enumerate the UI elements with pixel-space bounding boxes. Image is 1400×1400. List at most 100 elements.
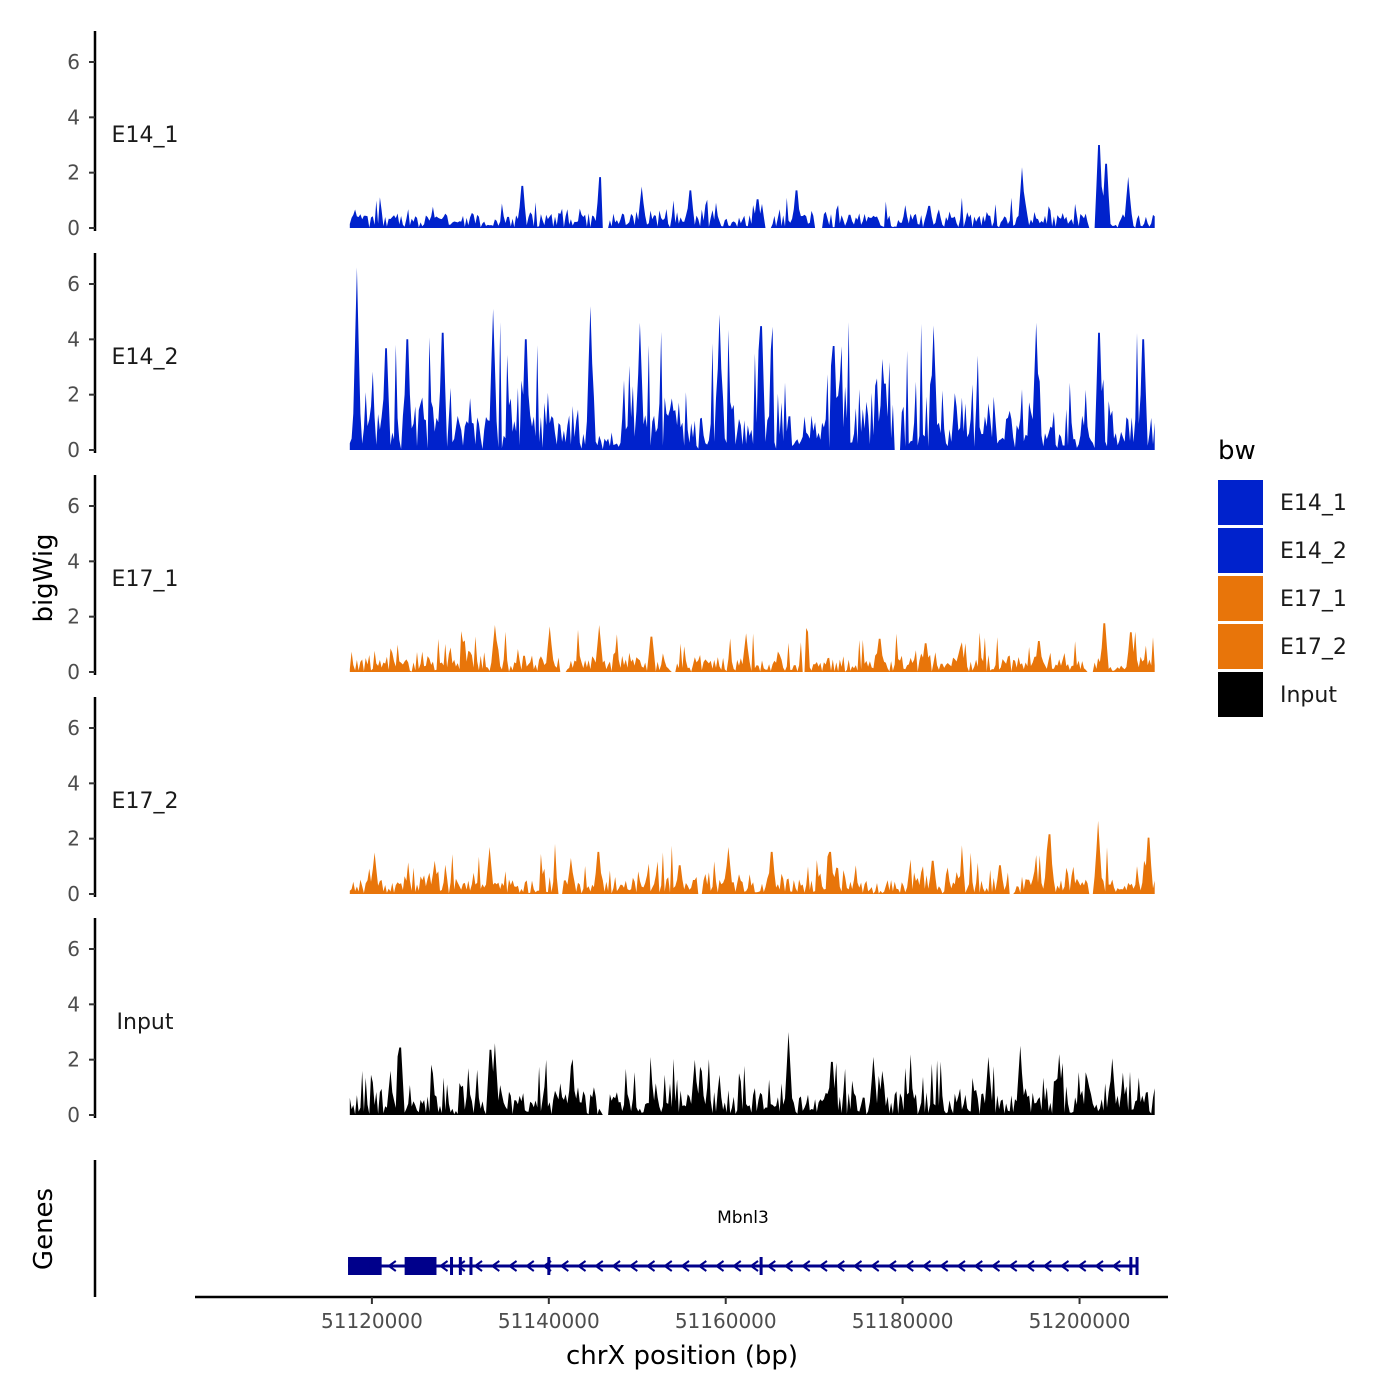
genes-axis-title: Genes (29, 1188, 59, 1270)
strand-arrow (680, 1260, 690, 1272)
x-tick-label: 51200000 (1029, 1309, 1131, 1333)
legend-label: E14_2 (1280, 539, 1347, 564)
legend-swatch (1218, 576, 1263, 621)
strand-arrow (749, 1260, 759, 1272)
strand-arrow (1042, 1260, 1052, 1272)
x-axis-title: chrX position (bp) (566, 1341, 798, 1371)
legend: bw E14_1 E14_2 E17_1 E17_2 Input (1218, 436, 1347, 717)
strand-arrow (1008, 1260, 1018, 1272)
strand-arrow (973, 1260, 983, 1272)
gene-exon (348, 1257, 382, 1275)
strand-arrow (611, 1260, 621, 1272)
track-label: E14_1 (112, 123, 179, 148)
legend-label: E14_1 (1280, 491, 1347, 516)
strand-arrow (818, 1260, 828, 1272)
strand-arrow (628, 1260, 638, 1272)
y-tick-label: 6 (67, 494, 80, 518)
legend-swatch (1218, 528, 1263, 573)
y-tick-label: 0 (67, 438, 80, 462)
track-e17-1: 0 2 4 6 E17_1 (67, 475, 1155, 684)
strand-arrow (576, 1260, 587, 1272)
y-tick-label: 0 (67, 882, 80, 906)
strand-arrow (887, 1260, 897, 1272)
signal-area (349, 145, 1155, 228)
strand-arrow (783, 1260, 794, 1272)
strand-arrow (456, 1260, 466, 1272)
strand-arrow (1077, 1260, 1087, 1272)
y-tick-label: 6 (67, 272, 80, 296)
strand-arrow (835, 1260, 845, 1272)
coverage-tracks: 0 2 4 6 E14_1 0 2 4 6 E14_2 0 2 4 6 E17_1 0 2 4 6 E17_2 0 2 4 6… (67, 31, 1155, 1127)
track-label: E14_2 (112, 345, 179, 370)
y-tick-label: 0 (67, 216, 80, 240)
strand-arrow (1025, 1260, 1035, 1272)
legend-label: Input (1280, 683, 1337, 708)
strand-arrow (1059, 1260, 1070, 1272)
strand-arrow (801, 1260, 811, 1272)
y-tick-label: 0 (67, 660, 80, 684)
strand-arrow (645, 1260, 656, 1272)
legend-swatch (1218, 480, 1263, 525)
y-tick-label: 6 (67, 716, 80, 740)
strand-arrow (956, 1260, 966, 1272)
legend-swatch (1218, 624, 1263, 669)
strand-arrow (1094, 1260, 1104, 1272)
y-tick-label: 0 (67, 1103, 80, 1127)
track-label: E17_2 (112, 789, 179, 814)
y-tick-label: 4 (67, 105, 80, 129)
track-label: E17_1 (112, 567, 179, 592)
track-e14-1: 0 2 4 6 E14_1 (67, 31, 1155, 240)
strand-arrow (714, 1260, 725, 1272)
strand-arrow (507, 1260, 518, 1272)
y-tick-label: 4 (67, 327, 80, 351)
x-tick-label: 51140000 (498, 1309, 600, 1333)
strand-arrow (387, 1260, 397, 1272)
y-tick-label: 6 (67, 937, 80, 961)
y-axis-title: bigWig (29, 533, 59, 622)
gene-exon (404, 1257, 437, 1275)
legend-swatch (1218, 672, 1263, 717)
strand-arrow (525, 1260, 535, 1272)
track-label: Input (117, 1010, 174, 1035)
strand-arrow (473, 1260, 483, 1272)
signal-area (349, 1032, 1155, 1115)
strand-arrow (852, 1260, 863, 1272)
x-tick-label: 51160000 (675, 1309, 777, 1333)
strand-arrow (663, 1260, 673, 1272)
track-input: 0 2 4 6 Input (67, 918, 1155, 1127)
legend-title: bw (1218, 436, 1256, 466)
strand-arrow (594, 1260, 604, 1272)
y-tick-label: 6 (67, 50, 80, 74)
strand-arrow (438, 1260, 449, 1272)
y-tick-label: 2 (67, 383, 80, 407)
y-tick-label: 4 (67, 549, 80, 573)
strand-arrow (732, 1260, 742, 1272)
strand-arrow (559, 1260, 569, 1272)
legend-label: E17_2 (1280, 635, 1347, 660)
x-tick-label: 51180000 (852, 1309, 954, 1333)
strand-arrow (921, 1260, 932, 1272)
strand-arrow (939, 1260, 949, 1272)
signal-area (349, 623, 1155, 672)
gene-name-label: Mbnl3 (717, 1208, 769, 1228)
strand-arrow (904, 1260, 914, 1272)
y-tick-label: 4 (67, 771, 80, 795)
strand-arrow (870, 1260, 880, 1272)
x-tick-label: 51120000 (321, 1309, 423, 1333)
signal-area (349, 267, 1155, 450)
strand-arrow (990, 1260, 1001, 1272)
y-tick-label: 4 (67, 992, 80, 1016)
genes-panel: Mbnl3 (93, 1160, 1139, 1297)
track-e14-2: 0 2 4 6 E14_2 (67, 253, 1155, 462)
strand-arrow (697, 1260, 707, 1272)
x-axis: 51120000 51140000 51160000 51180000 51200000 (195, 1295, 1168, 1333)
y-tick-label: 2 (67, 1048, 80, 1072)
y-tick-label: 2 (67, 161, 80, 185)
y-tick-label: 2 (67, 605, 80, 629)
track-e17-2: 0 2 4 6 E17_2 (67, 697, 1155, 906)
signal-area (349, 820, 1155, 894)
legend-label: E17_1 (1280, 587, 1347, 612)
strand-arrow (1111, 1260, 1121, 1272)
y-tick-label: 2 (67, 827, 80, 851)
